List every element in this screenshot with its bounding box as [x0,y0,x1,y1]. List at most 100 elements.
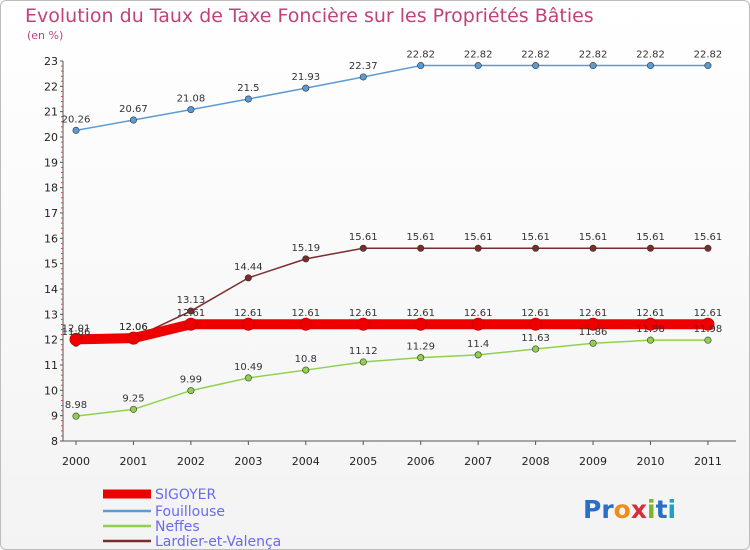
x-tick-label: 2001 [119,455,147,468]
data-label: 15.61 [579,232,608,243]
data-point [356,317,370,331]
x-tick-label: 2008 [522,455,550,468]
series-line-Fouillouse [75,64,708,132]
data-label: 22.82 [406,50,435,61]
data-point [704,336,712,344]
x-tick-label: 2010 [637,455,665,468]
y-tick-label: 16 [44,232,58,245]
y-tick-label: 14 [44,283,58,296]
data-point [414,317,428,331]
data-point [474,62,482,70]
data-point [471,317,485,331]
data-label: 12.61 [464,308,493,319]
legend-label: Fouillouse [155,504,225,520]
data-label: 22.82 [636,50,665,61]
data-point [302,366,310,374]
data-point [72,126,80,134]
data-point [72,412,80,420]
data-label: 21.08 [177,94,206,105]
data-label: 22.82 [579,50,608,61]
x-tick-label: 2007 [464,455,492,468]
chart-title: Evolution du Taux de Taxe Foncière sur l… [25,5,594,27]
data-point [417,62,425,70]
y-tick-label: 20 [44,131,58,144]
data-point [299,317,313,331]
y-tick-label: 11 [44,359,58,372]
data-point [187,106,195,114]
x-tick-label: 2003 [234,455,262,468]
data-label: 15.61 [694,232,723,243]
data-label: 12.06 [119,322,148,333]
x-tick-label: 2000 [62,455,90,468]
data-label: 11.86 [579,327,608,338]
data-label: 22.82 [694,50,723,61]
data-point [529,317,543,331]
y-tick-label: 12 [44,334,58,347]
data-label: 12.61 [579,308,608,319]
data-point [129,405,137,413]
data-point [701,317,715,331]
proxiti-logo: Proxiti [583,495,676,524]
data-label: 12.61 [291,308,320,319]
x-tick-label: 2009 [579,455,607,468]
legend-label: Neffes [155,519,200,535]
data-point [417,354,425,362]
data-point [532,345,540,353]
data-label: 10.8 [295,354,317,365]
data-point [244,95,252,103]
data-point [474,244,482,252]
data-label: 11.29 [406,342,435,353]
data-label: 21.93 [291,72,320,83]
data-point [69,332,83,346]
data-label: 21.5 [237,83,259,94]
data-point [589,62,597,70]
data-point [241,317,255,331]
data-label: 13.13 [177,295,206,306]
data-point [646,336,654,344]
y-tick-label: 18 [44,182,58,195]
data-point [589,339,597,347]
data-label: 22.82 [464,50,493,61]
y-tick-label: 22 [44,80,58,93]
data-label: 11.86 [62,327,91,338]
data-point [184,317,198,331]
x-tick-label: 2011 [694,455,722,468]
data-label: 11.98 [636,324,665,335]
data-point [244,374,252,382]
data-label: 12.61 [521,308,550,319]
data-label: 11.4 [467,339,489,350]
data-label: 14.44 [234,262,263,273]
y-tick-label: 17 [44,207,58,220]
data-label: 9.25 [122,393,144,404]
data-label: 15.61 [464,232,493,243]
data-point [646,62,654,70]
data-point [126,331,140,345]
x-tick-label: 2005 [349,455,377,468]
data-label: 11.98 [694,324,723,335]
data-label: 12.06 [119,322,148,333]
y-tick-label: 13 [44,308,58,321]
data-point [302,255,310,263]
data-label: 12.61 [636,308,665,319]
data-label: 12.61 [406,308,435,319]
data-point [586,317,600,331]
data-label: 22.82 [521,50,550,61]
data-point [417,244,425,252]
data-point [644,317,657,331]
data-point [646,244,654,252]
data-label: 15.61 [521,232,550,243]
data-point [359,73,367,81]
data-label: 8.98 [65,400,87,411]
data-label: 12.61 [234,308,263,319]
series-line-SIGOYER [75,319,708,345]
data-label: 12.61 [177,308,206,319]
data-label: 20.67 [119,104,148,115]
data-point [704,244,712,252]
data-label: 12.61 [349,308,378,319]
y-tick-label: 23 [44,55,58,68]
data-point [589,244,597,252]
y-tick-label: 15 [44,258,58,271]
legend-label: Lardier-et-Valença [155,534,281,550]
data-label: 15.19 [291,243,320,254]
